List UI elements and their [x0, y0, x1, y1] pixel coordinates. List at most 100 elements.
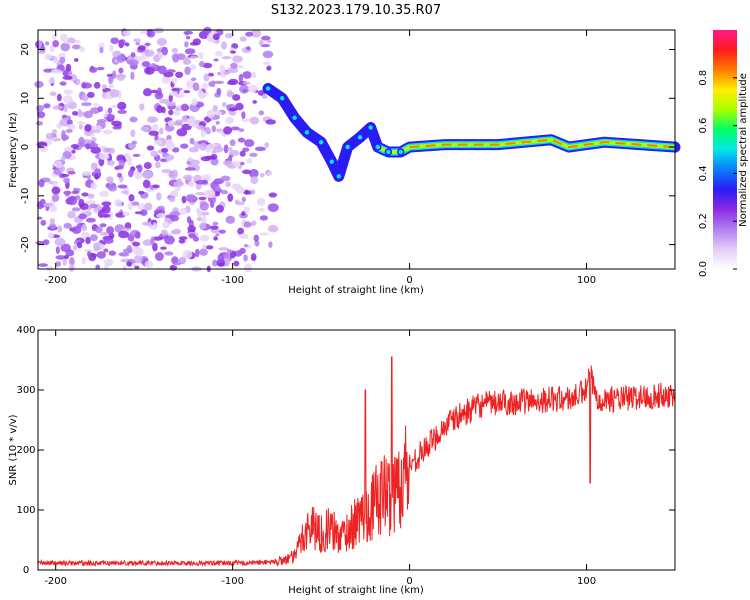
noise-blob: [34, 80, 44, 88]
signal-track-point: [264, 84, 272, 93]
spectrogram-frame: [37, 29, 676, 270]
noise-blob: [134, 231, 141, 239]
noise-blob: [103, 237, 114, 244]
noise-blob: [225, 116, 234, 124]
noise-blob: [243, 206, 250, 213]
noise-blob: [238, 73, 244, 83]
noise-blob: [103, 248, 109, 253]
noise-blob: [89, 234, 98, 242]
noise-blob: [156, 213, 167, 219]
noise-blob: [230, 62, 238, 69]
noise-blob: [213, 110, 223, 116]
noise-blob: [239, 36, 247, 42]
noise-blob: [159, 127, 164, 135]
noise-blob: [65, 63, 72, 72]
noise-blob: [212, 221, 219, 226]
noise-blob: [131, 263, 136, 267]
noise-blob: [65, 146, 74, 152]
noise-blob: [262, 50, 274, 59]
noise-blob: [61, 134, 70, 141]
noise-blob: [238, 128, 245, 132]
snr-y-label: SNR (10 * v/v): [8, 414, 19, 485]
noise-blob: [201, 215, 207, 224]
noise-blob: [214, 185, 221, 192]
noise-blob: [245, 31, 254, 37]
noise-blob: [217, 253, 224, 263]
noise-blob: [67, 170, 76, 175]
signal-track: [262, 83, 681, 182]
noise-blob: [81, 223, 88, 232]
signal-track-point: [384, 148, 393, 156]
noise-blob: [205, 245, 214, 250]
signal-track-point: [335, 172, 343, 181]
noise-blob: [154, 161, 161, 169]
noise-blob: [149, 63, 157, 68]
noise-blob: [114, 199, 123, 207]
noise-blob: [225, 181, 231, 188]
noise-blob: [83, 110, 93, 119]
noise-blob: [210, 157, 219, 166]
y-tick-label: 0: [20, 144, 31, 150]
noise-blob: [223, 71, 231, 75]
noise-blob: [107, 107, 113, 114]
noise-blob: [250, 189, 256, 195]
noise-blob: [98, 153, 110, 160]
noise-blob: [49, 91, 57, 97]
noise-blob: [235, 186, 245, 194]
noise-blob: [87, 207, 92, 211]
noise-blob: [51, 69, 62, 74]
noise-blob: [63, 177, 71, 184]
noise-blob: [144, 260, 154, 269]
noise-blob: [179, 207, 187, 215]
colorbar-tick-label: 0.4: [698, 165, 709, 181]
noise-blob: [88, 203, 98, 209]
noise-blob: [171, 87, 180, 92]
noise-blob: [227, 147, 233, 151]
noise-blob: [259, 215, 268, 221]
noise-blob: [175, 71, 184, 78]
noise-blob: [241, 211, 246, 216]
noise-blob: [212, 33, 220, 41]
noise-blob: [117, 101, 127, 110]
noise-blob: [232, 55, 243, 63]
noise-blob: [142, 88, 152, 97]
noise-blob: [128, 194, 135, 202]
noise-blob: [78, 46, 86, 52]
noise-blob: [209, 225, 219, 230]
noise-blob: [250, 29, 262, 38]
noise-blob: [207, 189, 216, 199]
noise-blob: [112, 70, 117, 79]
noise-blob: [62, 258, 67, 266]
noise-blob: [204, 126, 211, 134]
noise-blob: [190, 77, 197, 81]
noise-blob: [215, 204, 224, 213]
x-tick-label: 100: [577, 576, 596, 587]
noise-blob: [85, 200, 96, 205]
noise-blob: [239, 233, 249, 240]
noise-blob: [168, 94, 173, 102]
noise-blob: [186, 216, 192, 224]
noise-blob: [81, 231, 91, 239]
noise-blob: [98, 42, 105, 50]
noise-blob: [160, 229, 168, 236]
noise-blob: [227, 193, 234, 202]
noise-blob: [198, 60, 205, 68]
noise-blob: [213, 191, 220, 197]
noise-blob: [164, 235, 175, 245]
noise-blob: [192, 38, 201, 46]
noise-blob: [36, 104, 45, 112]
noise-blob: [221, 102, 227, 108]
noise-blob: [77, 108, 82, 116]
noise-blob: [199, 222, 207, 230]
noise-blob: [68, 195, 77, 201]
noise-blob: [184, 41, 189, 48]
noise-blob: [62, 70, 69, 77]
noise-blob: [51, 180, 58, 188]
noise-blob: [93, 246, 100, 252]
signal-track-point: [327, 157, 336, 166]
noise-blob: [140, 209, 148, 216]
signal-track-point: [343, 143, 352, 151]
noise-blob: [191, 98, 198, 106]
noise-blob: [90, 182, 97, 190]
